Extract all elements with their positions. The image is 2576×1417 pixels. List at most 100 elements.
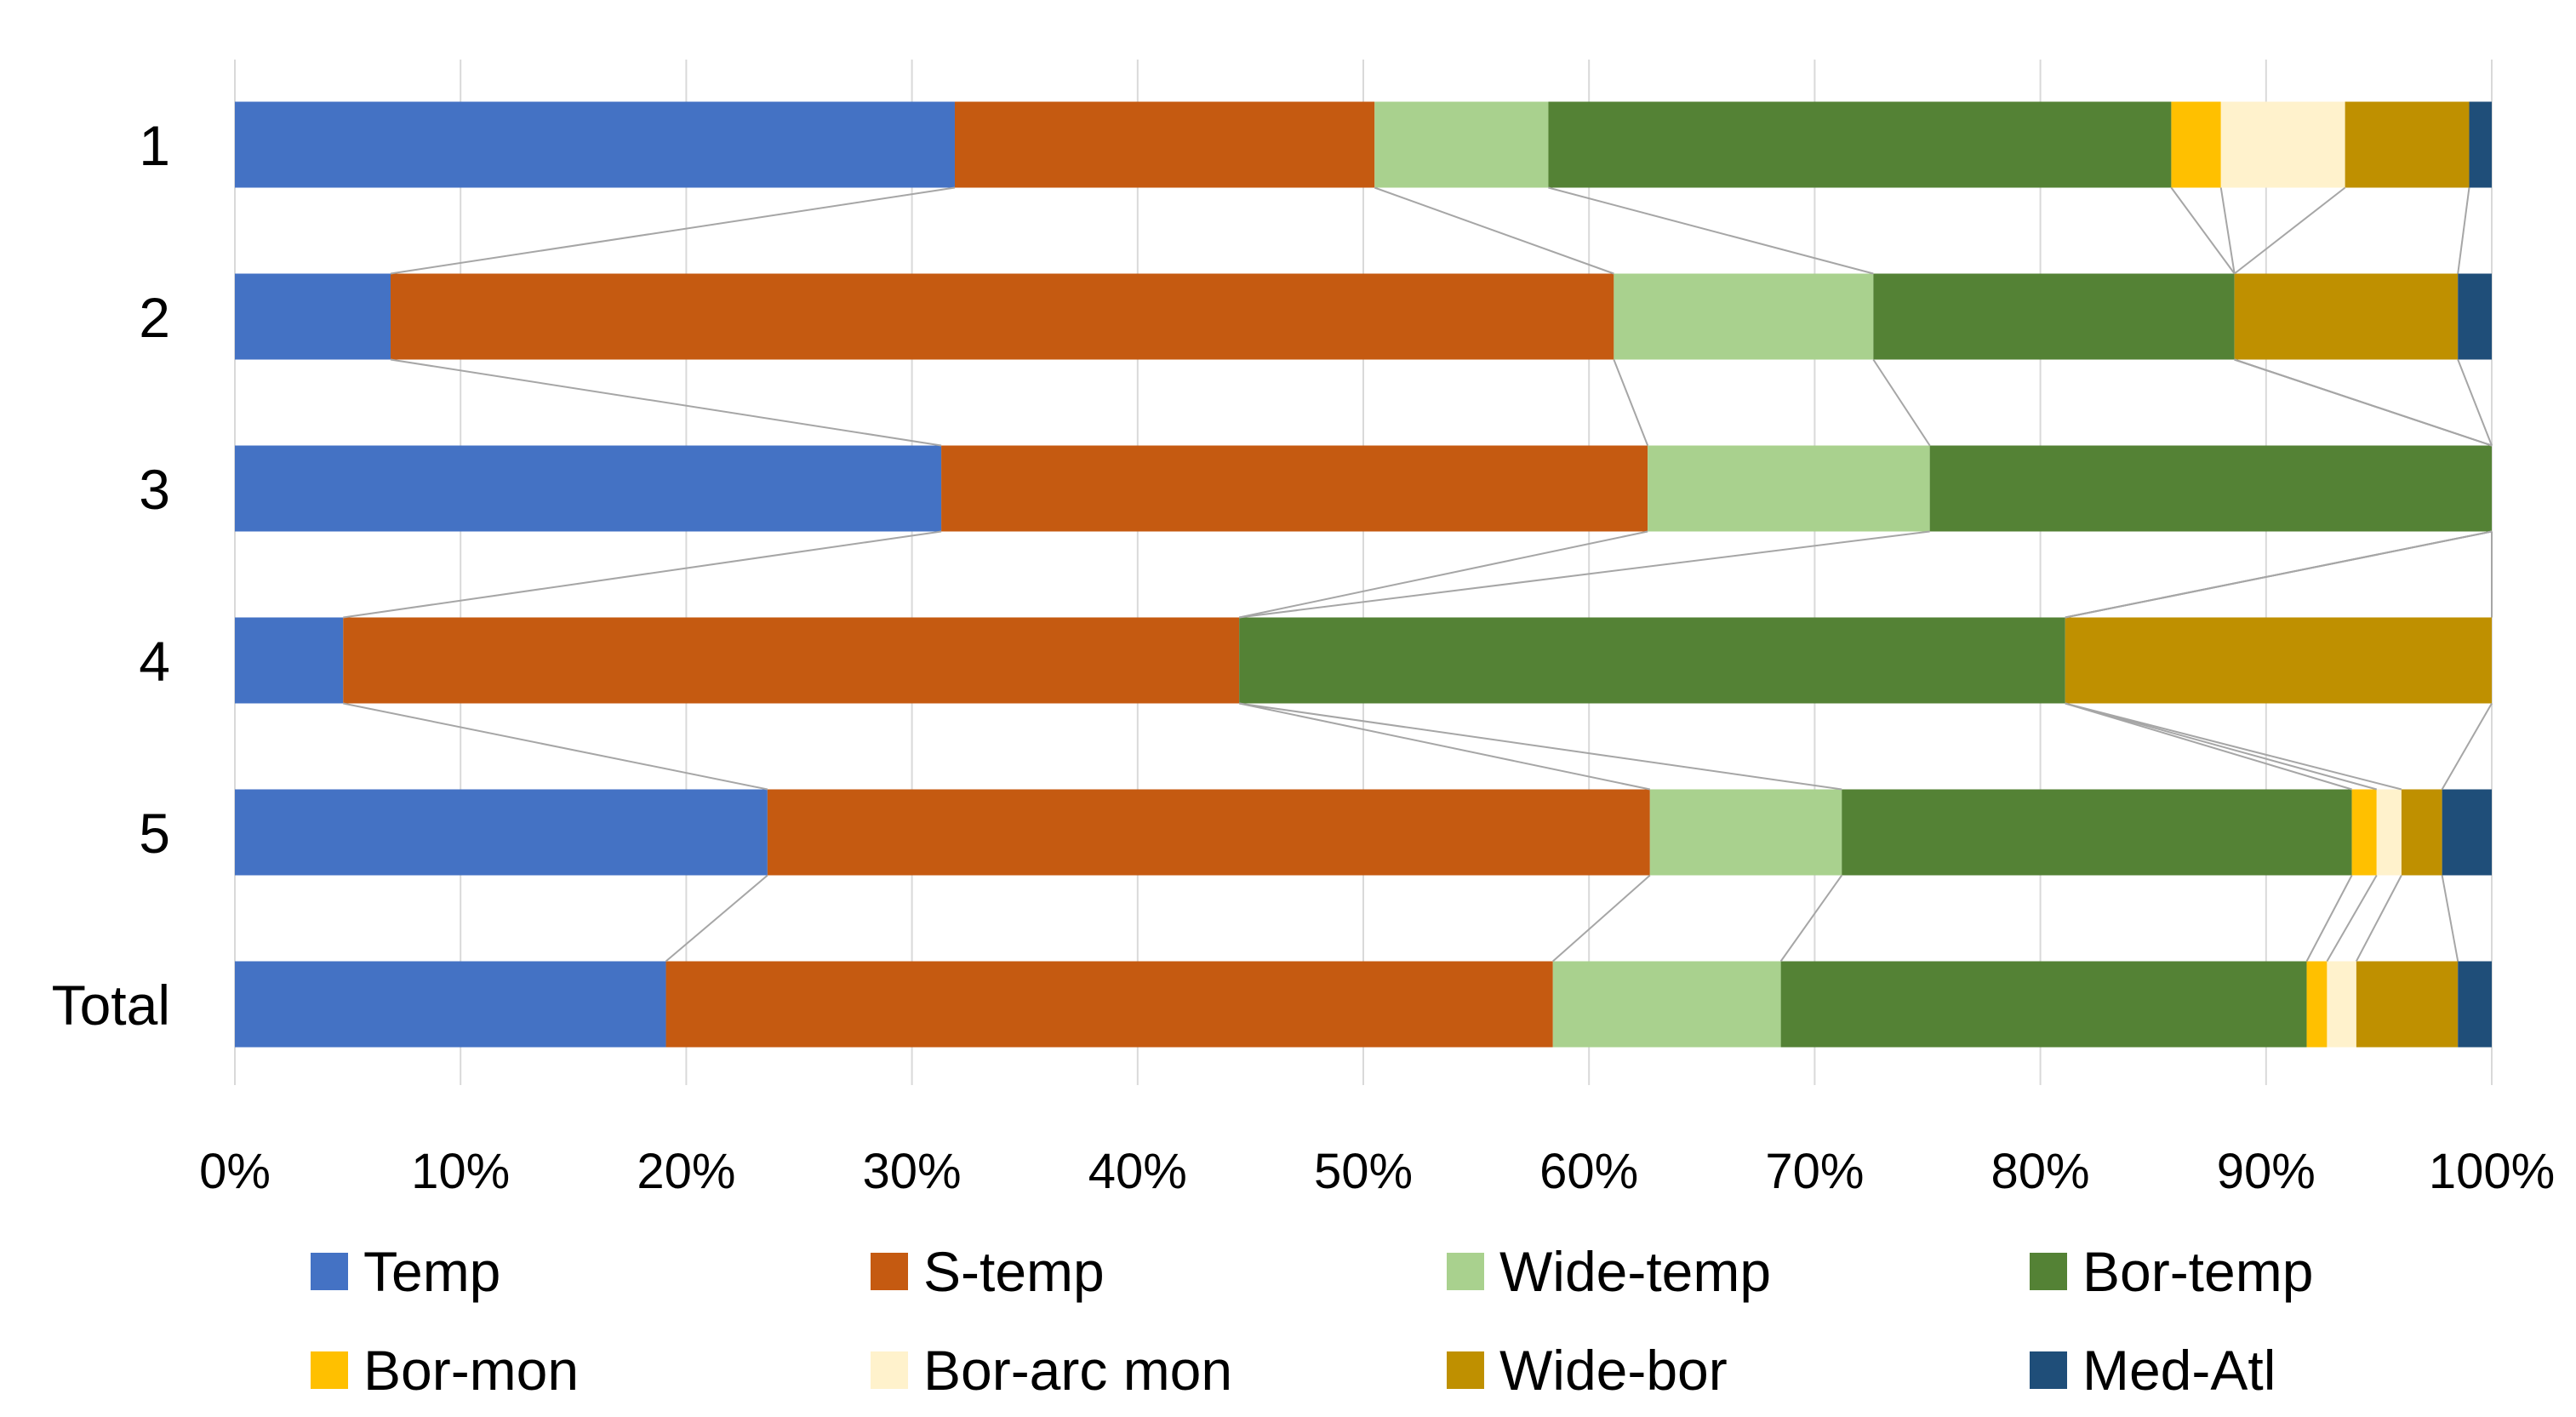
- legend-item-bor-mon: Bor-mon: [311, 1339, 579, 1402]
- series-line: [1779, 874, 1843, 963]
- series-line: [1613, 359, 1649, 446]
- category-label: 1: [139, 114, 170, 177]
- series-line: [2326, 874, 2378, 963]
- bar-segment-s-temp-3: 3 — S-temp: 31.3%: [941, 445, 1648, 532]
- bar-segment-bor-temp-4: 4 — Bor-temp: 36.6%: [1239, 617, 2065, 704]
- bar-segment-wide-bor-4: 4 — Wide-bor: 18.9%: [2065, 617, 2492, 704]
- legend-item-med-atl: Med-Atl: [2030, 1339, 2276, 1402]
- series-line: [390, 358, 942, 447]
- bar-segment-wide-bor-total: Total — Wide-bor: 4.5%: [2356, 961, 2459, 1048]
- legend-label: Temp: [363, 1240, 500, 1303]
- bar-segment-temp-3: 3 — Temp: 31.3%: [235, 445, 942, 532]
- series-line: [1238, 702, 1842, 791]
- bar-segment-bor-temp-5: 5 — Bor-temp: 22.6%: [1842, 789, 2352, 876]
- bar-segment-wide-temp-1: 1 — Wide-temp: 7.7%: [1374, 101, 1549, 188]
- bar-segment-temp-total: Total — Temp: 19.1%: [235, 961, 666, 1048]
- series-line: [2065, 702, 2402, 791]
- series-line: [390, 186, 956, 275]
- gridlines: [234, 60, 2493, 1085]
- category-label: 5: [139, 802, 170, 865]
- category-label: 3: [139, 458, 170, 521]
- bar-segment-bor-temp-total: Total — Bor-temp: 23.3%: [1780, 961, 2307, 1048]
- bar-segment-bor-mon-5: 5 — Bor-mon: 1.1%: [2351, 789, 2377, 876]
- bar-segments: 1 — Temp: 31.9%1 — S-temp: 18.6%1 — Wide…: [235, 101, 2492, 1048]
- legend-item-bor-arc-mon: Bor-arc mon: [871, 1339, 1232, 1402]
- legend-label: S-temp: [923, 1240, 1105, 1303]
- x-tick-label: 10%: [411, 1144, 510, 1199]
- series-line: [2170, 186, 2236, 275]
- bar-segment-temp-5: 5 — Temp: 23.6%: [235, 789, 768, 876]
- series-line: [2234, 358, 2493, 447]
- bar-segment-med-atl-2: 2 — Med-Atl: 1.5%: [2458, 273, 2492, 360]
- bar-segment-bor-arc-mon-1: 1 — Bor-arc mon: 5.5%: [2220, 101, 2345, 188]
- series-line: [2305, 875, 2353, 962]
- bar-segment-s-temp-2: 2 — S-temp: 54.2%: [390, 273, 1614, 360]
- x-tick-label: 70%: [1765, 1144, 1864, 1199]
- series-line: [2457, 359, 2493, 446]
- bar-segment-bor-arc-mon-total: Total — Bor-arc mon: 1.3%: [2327, 961, 2356, 1048]
- category-label: 4: [139, 630, 170, 693]
- series-line: [1238, 702, 1651, 791]
- x-axis-tick-labels: 0% 10% 20% 30% 40% 50% 60% 70% 80% 90% 100%: [199, 1144, 2555, 1199]
- bar-segment-bor-arc-mon-5: 5 — Bor-arc mon: 1.1%: [2376, 789, 2402, 876]
- x-tick-label: 60%: [1539, 1144, 1638, 1199]
- series-line: [1239, 530, 1930, 619]
- legend-item-bor-temp: Bor-temp: [2030, 1240, 2313, 1303]
- legend-label: Bor-mon: [363, 1339, 579, 1402]
- legend-swatch: [871, 1351, 908, 1389]
- series-line: [665, 874, 768, 963]
- series-line: [2219, 187, 2236, 274]
- x-tick-label: 100%: [2429, 1144, 2555, 1199]
- bar-segment-s-temp-5: 5 — S-temp: 39.1%: [767, 789, 1650, 876]
- bar-segment-bor-temp-3: 3 — Bor-temp: 24.9%: [1929, 445, 2492, 532]
- bar-segment-wide-bor-2: 2 — Wide-bor: 9.9%: [2234, 273, 2459, 360]
- series-line: [1872, 358, 1931, 447]
- bar-segment-s-temp-4: 4 — S-temp: 39.7%: [343, 617, 1240, 704]
- bar-segment-wide-bor-1: 1 — Wide-bor: 5.5%: [2345, 101, 2470, 188]
- legend-item-s-temp: S-temp: [871, 1240, 1105, 1303]
- category-label: Total: [52, 974, 170, 1037]
- legend-label: Bor-temp: [2082, 1240, 2313, 1303]
- series-line: [2065, 702, 2378, 791]
- legend-swatch: [2030, 1351, 2067, 1389]
- bar-segment-temp-1: 1 — Temp: 31.9%: [235, 101, 955, 188]
- series-line: [343, 530, 942, 619]
- legend-swatch: [871, 1253, 908, 1290]
- series-line: [2441, 875, 2459, 962]
- x-tick-label: 40%: [1088, 1144, 1187, 1199]
- x-tick-label: 0%: [199, 1144, 271, 1199]
- legend-label: Bor-arc mon: [923, 1339, 1232, 1402]
- series-line: [2355, 875, 2402, 962]
- bar-segment-wide-bor-5: 5 — Wide-bor: 1.8%: [2401, 789, 2442, 876]
- x-tick-label: 50%: [1314, 1144, 1413, 1199]
- series-line: [2065, 530, 2493, 619]
- bar-segment-bor-mon-1: 1 — Bor-mon: 2.2%: [2171, 101, 2221, 188]
- bar-segment-s-temp-total: Total — S-temp: 39.3%: [665, 961, 1553, 1048]
- legend-label: Wide-bor: [1499, 1339, 1728, 1402]
- series-line: [1552, 874, 1651, 963]
- legend-label: Med-Atl: [2082, 1339, 2276, 1402]
- legend-item-wide-temp: Wide-temp: [1447, 1240, 1771, 1303]
- bar-segment-med-atl-1: 1 — Med-Atl: 1%: [2469, 101, 2492, 188]
- y-axis-category-labels: 1 2 3 4 5 Total: [52, 114, 170, 1037]
- x-tick-label: 30%: [863, 1144, 962, 1199]
- bar-segment-bor-mon-total: Total — Bor-mon: 0.9%: [2306, 961, 2328, 1048]
- bar-segment-med-atl-total: Total — Med-Atl: 1.5%: [2458, 961, 2492, 1048]
- series-line: [2065, 702, 2352, 791]
- x-tick-label: 90%: [2217, 1144, 2316, 1199]
- series-connector-lines: [343, 186, 2493, 963]
- legend-swatch: [1447, 1351, 1484, 1389]
- legend-item-temp: Temp: [311, 1240, 500, 1303]
- legend: Temp S-temp Wide-temp Bor-temp Bor-mon Bor-ar…: [311, 1240, 2313, 1402]
- legend-label: Wide-temp: [1499, 1240, 1771, 1303]
- series-line: [2441, 702, 2493, 791]
- series-line: [1374, 186, 1614, 275]
- series-line: [1548, 186, 1874, 275]
- legend-item-wide-bor: Wide-bor: [1447, 1339, 1728, 1402]
- bar-segment-s-temp-1: 1 — S-temp: 18.6%: [954, 101, 1375, 188]
- bar-segment-med-atl-5: 5 — Med-Atl: 2.2%: [2442, 789, 2492, 876]
- series-line: [2234, 186, 2346, 275]
- series-line: [2457, 187, 2470, 274]
- x-tick-label: 20%: [637, 1144, 735, 1199]
